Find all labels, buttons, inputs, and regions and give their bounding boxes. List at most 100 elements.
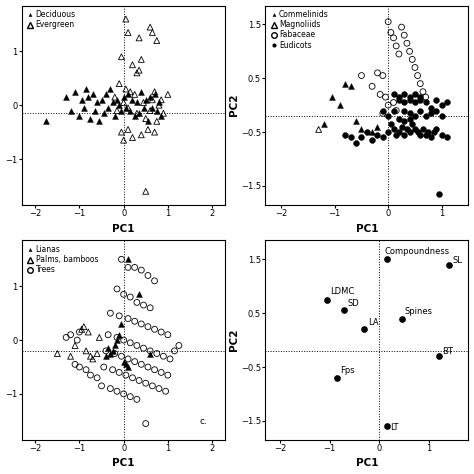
Point: [135, 377, 143, 384]
Point: [368, 137, 376, 144]
Point: [403, 126, 410, 133]
Point: [89, 355, 97, 363]
Point: [91, 107, 99, 114]
Point: [115, 101, 123, 109]
Point: [148, 29, 156, 36]
Point: [113, 107, 121, 114]
Point: [151, 91, 158, 98]
Point: [137, 88, 145, 95]
Point: [398, 315, 405, 322]
Point: [140, 345, 147, 352]
Point: [390, 107, 397, 114]
Point: [151, 366, 158, 374]
X-axis label: PC1: PC1: [356, 224, 378, 234]
Point: [122, 15, 129, 23]
Point: [320, 120, 328, 128]
Point: [93, 374, 101, 382]
Point: [401, 91, 408, 98]
Point: [140, 99, 147, 106]
Point: [409, 55, 416, 63]
Point: [433, 126, 440, 133]
Point: [120, 93, 128, 101]
Point: [406, 96, 413, 104]
Point: [122, 85, 129, 93]
Point: [133, 69, 141, 77]
Point: [76, 112, 83, 120]
Point: [419, 126, 427, 133]
Point: [71, 361, 79, 368]
Point: [131, 112, 138, 120]
Point: [390, 99, 397, 106]
Point: [401, 131, 408, 138]
Point: [142, 420, 149, 428]
Point: [153, 107, 161, 114]
Point: [443, 99, 451, 106]
Point: [427, 104, 435, 112]
Point: [113, 285, 121, 293]
Point: [417, 131, 424, 138]
Point: [128, 134, 136, 141]
Point: [417, 93, 424, 101]
Point: [122, 104, 129, 112]
Legend: Commelinids, Magnoliids, Fabaceae, Eudicots: Commelinids, Magnoliids, Fabaceae, Eudic…: [269, 9, 329, 50]
Point: [392, 131, 400, 138]
Point: [67, 107, 74, 114]
Point: [383, 255, 391, 263]
Point: [128, 61, 136, 69]
Point: [80, 323, 88, 330]
Point: [422, 99, 429, 106]
Point: [146, 304, 154, 311]
Point: [411, 126, 419, 133]
Point: [411, 91, 419, 98]
Point: [124, 264, 132, 271]
Point: [151, 128, 158, 136]
Text: Compoundness: Compoundness: [384, 246, 449, 255]
Point: [127, 107, 134, 114]
Point: [124, 29, 132, 36]
Point: [107, 350, 114, 357]
Point: [392, 42, 400, 50]
Point: [137, 131, 145, 138]
Point: [384, 101, 392, 109]
Point: [120, 337, 128, 344]
Point: [401, 31, 408, 39]
Point: [54, 350, 61, 357]
Point: [342, 80, 349, 87]
Point: [341, 307, 348, 314]
Point: [438, 101, 446, 109]
Point: [137, 55, 145, 63]
Point: [403, 39, 410, 47]
Point: [347, 82, 355, 90]
Y-axis label: PC2: PC2: [229, 329, 239, 351]
Point: [87, 371, 94, 379]
Point: [113, 334, 121, 341]
Point: [135, 291, 143, 298]
Text: SD: SD: [348, 299, 360, 308]
Point: [395, 93, 403, 101]
Point: [118, 353, 125, 360]
Point: [84, 328, 92, 336]
Point: [124, 363, 132, 371]
X-axis label: PC1: PC1: [112, 224, 135, 234]
Point: [401, 107, 408, 114]
Point: [100, 363, 108, 371]
Point: [63, 334, 70, 341]
Point: [417, 96, 424, 104]
Point: [133, 99, 141, 106]
Point: [100, 109, 108, 117]
Point: [146, 93, 154, 101]
Point: [133, 395, 141, 403]
Point: [111, 342, 118, 349]
Point: [118, 107, 125, 114]
Point: [135, 109, 143, 117]
Point: [142, 115, 149, 122]
Point: [122, 361, 129, 368]
Point: [347, 134, 355, 141]
Point: [124, 355, 132, 363]
Point: [96, 118, 103, 125]
Point: [151, 88, 158, 95]
Point: [144, 323, 152, 330]
Point: [124, 315, 132, 322]
Point: [131, 318, 138, 325]
Point: [111, 350, 118, 357]
